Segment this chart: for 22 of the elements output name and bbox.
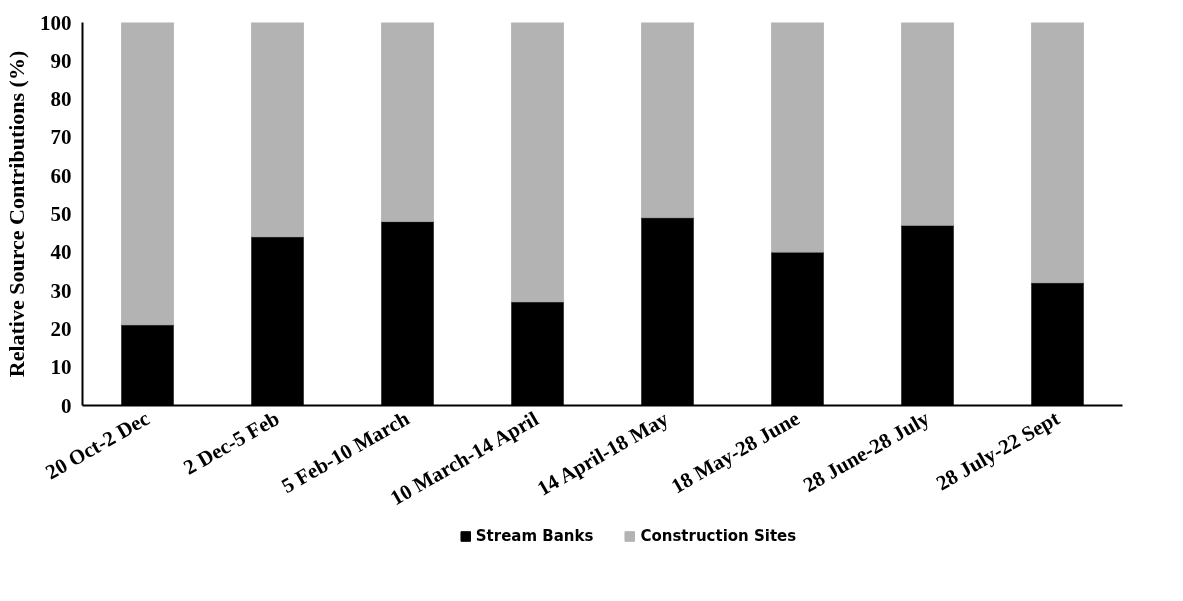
bar bbox=[511, 22, 564, 303]
y-tick-label: 30 bbox=[50, 278, 72, 303]
y-tick-label: 80 bbox=[50, 87, 72, 112]
y-tick-label: 50 bbox=[50, 202, 72, 226]
bar bbox=[251, 22, 304, 238]
y-tick-label: 10 bbox=[50, 355, 72, 380]
y-tick-label: 20 bbox=[50, 316, 72, 341]
y-tick-label: 40 bbox=[50, 240, 72, 265]
bar bbox=[771, 22, 824, 253]
legend-label: Stream Banks bbox=[475, 527, 594, 545]
legend-label: Construction Sites bbox=[640, 527, 797, 545]
y-tick-label: 90 bbox=[50, 48, 72, 73]
y-tick-label: 70 bbox=[50, 125, 72, 150]
bar bbox=[1031, 22, 1084, 284]
bar bbox=[901, 22, 954, 226]
bar bbox=[381, 22, 434, 222]
bar bbox=[641, 22, 694, 219]
y-axis-title: Relative Source Contributions (%) bbox=[4, 50, 29, 378]
y-tick-label: 0 bbox=[61, 393, 72, 418]
y-tick-label: 100 bbox=[40, 10, 72, 35]
bar bbox=[121, 22, 174, 326]
y-tick-label: 60 bbox=[50, 163, 72, 188]
